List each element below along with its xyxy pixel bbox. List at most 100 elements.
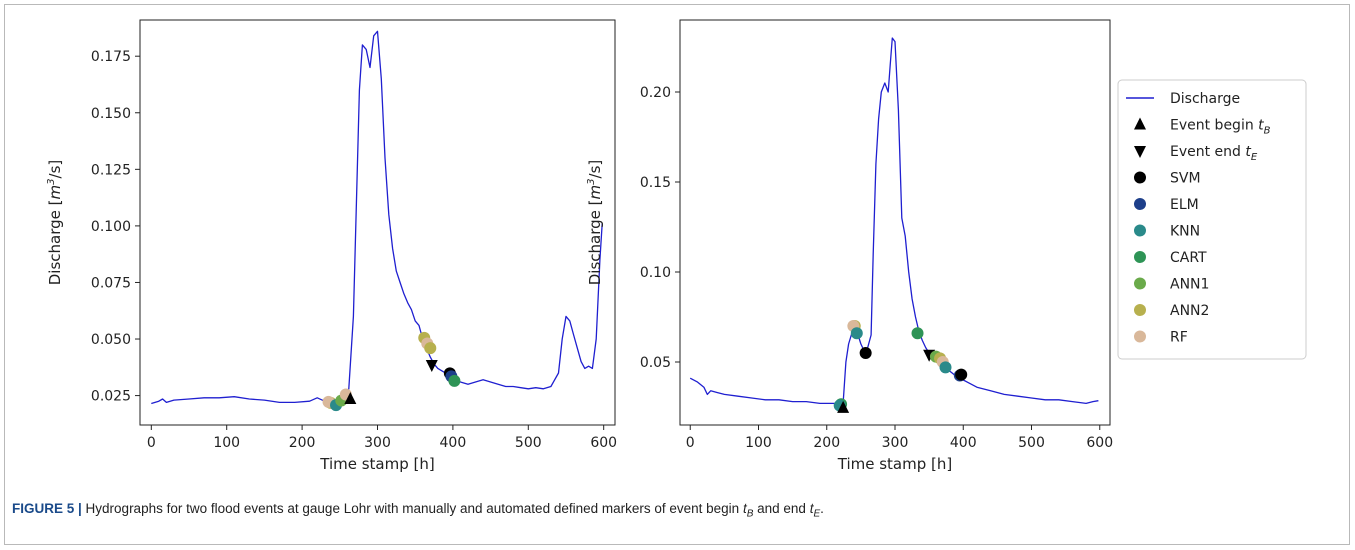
x-tick-label: 300: [364, 435, 391, 451]
caption-text-b: and end: [753, 501, 810, 516]
chart-2: 0 100 200 300 400 500 600 0.05 0.10 0.15 0.20 Time …: [586, 19, 1113, 473]
legend-item-ann1: ANN1: [1134, 277, 1209, 293]
caption-te: t: [809, 501, 814, 516]
legend-marker: [1134, 198, 1146, 210]
legend-label-sym: t: [1258, 118, 1264, 134]
marker-svm: [859, 347, 872, 359]
legend-marker: [1134, 304, 1146, 316]
legend-marker: [1134, 251, 1146, 263]
marker-event-begin: [344, 391, 357, 404]
y-tick-label: 0.175: [91, 49, 131, 65]
discharge-line: [689, 37, 1099, 406]
legend-label: Discharge: [1170, 91, 1240, 107]
marker-event-end: [425, 360, 438, 373]
legend-label-text: ELM: [1170, 197, 1199, 213]
legend-marker: [1134, 146, 1146, 158]
x-tick-label: 0: [686, 435, 695, 451]
figure-caption: FIGURE 5 | Hydrographs for two flood eve…: [12, 500, 1342, 524]
legend-item-knn: KNN: [1134, 224, 1200, 240]
legend-label: ELM: [1170, 197, 1199, 213]
x-tick-label: 500: [1018, 435, 1045, 451]
legend-label: Event end tE: [1170, 144, 1258, 163]
legend-label-sub: B: [1264, 126, 1271, 137]
legend-item-discharge: Discharge: [1126, 91, 1240, 107]
marker-ann2: [424, 342, 437, 355]
legend-label-text: SVM: [1170, 171, 1201, 187]
x-tick-label: 100: [213, 435, 240, 451]
legend-item-event-begin: Event begin tB: [1134, 117, 1271, 137]
legend-item-ann2: ANN2: [1134, 303, 1209, 319]
legend-label: RF: [1170, 330, 1188, 346]
y-axis-label-sup: 3: [586, 178, 597, 184]
y-tick-label: 0.15: [640, 175, 671, 191]
y-axis-label: Discharge [m3/s]: [586, 160, 604, 286]
figure: 0 100 200 300 400 500 6000.0250.0500.0750.1000…: [46, 19, 1307, 473]
legend-label: KNN: [1170, 224, 1200, 240]
legend-label-sub: E: [1251, 152, 1258, 163]
marker-event-begin: [837, 400, 850, 413]
y-axis-label: Discharge [m3/s]: [46, 160, 64, 286]
legend-item-cart: CART: [1134, 250, 1207, 266]
legend-label-text: RF: [1170, 330, 1188, 346]
plot-area: [139, 19, 616, 426]
legend-label-text: Discharge: [1170, 91, 1240, 107]
legend-label: SVM: [1170, 171, 1201, 187]
y-tick-label: 0.050: [91, 332, 131, 348]
legend-label: ANN1: [1170, 277, 1209, 293]
legend-marker: [1134, 117, 1146, 130]
caption-tb: t: [742, 501, 747, 516]
legend-item-svm: SVM: [1134, 171, 1201, 187]
legend-marker: [1134, 277, 1146, 290]
caption-text-a: Hydrographs for two flood events at gaug…: [81, 501, 743, 516]
y-axis-label-unit: m: [46, 185, 64, 200]
marker-svm: [955, 368, 968, 381]
marker-cart: [448, 374, 461, 387]
y-axis-label-tail: /s]: [46, 160, 64, 179]
legend-item-event-end: Event end tE: [1134, 144, 1258, 163]
plot-area: [679, 19, 1111, 426]
legend-marker: [1134, 171, 1146, 184]
y-tick-label: 0.025: [91, 389, 131, 405]
y-tick-label: 0.075: [91, 275, 131, 291]
marker-knn: [850, 327, 863, 340]
y-axis-label-main: Discharge [: [46, 199, 64, 285]
legend-label: ANN2: [1170, 303, 1209, 319]
x-tick-label: 600: [1086, 435, 1113, 451]
legend-marker: [1134, 330, 1146, 343]
chart-1: 0 100 200 300 400 500 600 0.025 0.050 0.075 0.100 0…: [46, 19, 617, 473]
y-axis-label-unit: m: [586, 185, 604, 200]
x-tick-label: 400: [950, 435, 977, 451]
y-tick-label: 0.10: [640, 265, 671, 281]
x-tick-label: 200: [813, 435, 840, 451]
x-tick-label: 300: [882, 435, 909, 451]
legend-box: [1117, 79, 1307, 360]
legend-label-text: ANN1: [1170, 277, 1209, 293]
legend-item-rf: RF: [1134, 330, 1188, 346]
marker-cart: [911, 327, 924, 340]
legend: Discharge Event begin tB Event end tE SVM EL…: [1117, 79, 1307, 360]
x-tick-label: 100: [745, 435, 772, 451]
legend-marker: [1134, 224, 1146, 237]
discharge-line: [151, 30, 603, 405]
x-tick-label: 200: [289, 435, 316, 451]
y-tick-label: 0.150: [91, 106, 131, 122]
legend-label: CART: [1170, 250, 1207, 266]
y-tick-label: 0.100: [91, 219, 131, 235]
x-axis-label: Time stamp [h]: [319, 455, 434, 473]
y-tick-label: 0.20: [640, 85, 671, 101]
caption-text-c: .: [820, 501, 824, 516]
marker-knn: [939, 361, 952, 374]
caption-te-sub: E: [813, 508, 821, 520]
legend-label-text: CART: [1170, 250, 1207, 266]
y-tick-label: 0.125: [91, 162, 131, 178]
y-axis-label-main: Discharge [: [586, 199, 604, 285]
x-tick-label: 500: [515, 435, 542, 451]
legend-item-elm: ELM: [1134, 197, 1199, 213]
x-tick-label: 400: [440, 435, 467, 451]
x-tick-label: 0: [147, 435, 156, 451]
caption-tb-sub: B: [746, 508, 754, 520]
y-tick-label: 0.05: [640, 355, 671, 371]
y-axis-label-tail: /s]: [586, 160, 604, 179]
legend-label-text: Event begin: [1170, 118, 1254, 134]
legend-label-text: KNN: [1170, 224, 1200, 240]
